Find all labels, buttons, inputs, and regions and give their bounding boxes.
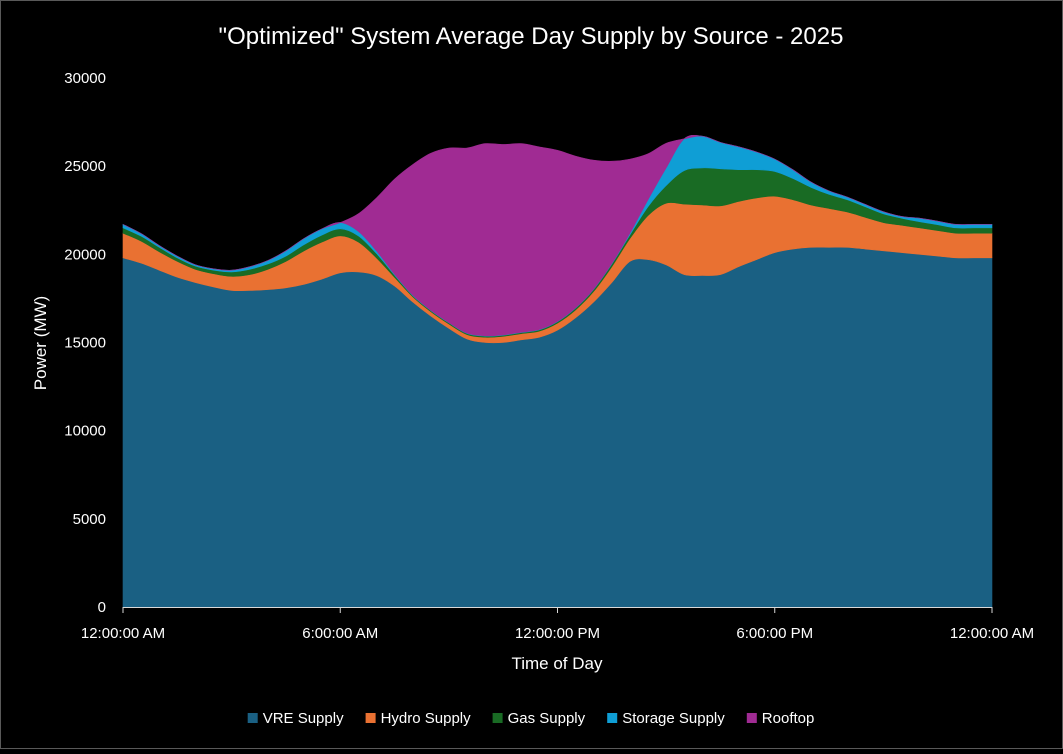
legend-item-gas-supply: Gas Supply [492,710,586,727]
y-tick-label: 30000 [64,70,106,87]
y-axis-title: Power (MW) [31,296,50,390]
y-tick-label: 5000 [73,511,106,528]
legend-item-rooftop: Rooftop [746,710,815,727]
legend-swatch [247,713,258,723]
axes-layer: 12:00:00 AM 6:00:00 AM 12:00:00 PM 6:00:00 … [64,70,1034,642]
legend-label: Gas Supply [508,710,586,727]
x-tick-label: 12:00:00 AM [950,625,1034,642]
y-tick-label: 0 [98,599,106,616]
legend-swatch [746,713,757,723]
legend-item-storage-supply: Storage Supply [607,710,725,727]
x-tick-label: 6:00:00 PM [736,625,813,642]
legend-label: Storage Supply [622,710,725,727]
legend-item-hydro-supply: Hydro Supply [365,710,472,727]
x-tick-label: 6:00:00 AM [302,625,378,642]
x-tick-label: 12:00:00 AM [81,625,165,642]
chart-title: "Optimized" System Average Day Supply by… [219,23,844,50]
legend-swatch [365,713,376,723]
y-tick-label: 10000 [64,423,106,440]
x-tick-label: 12:00:00 PM [515,625,600,642]
legend: VRE Supply Hydro Supply Gas Supply Storage … [247,710,815,727]
x-axis-title: Time of Day [511,654,603,673]
y-tick-label: 20000 [64,246,106,263]
area-layer [122,135,993,608]
legend-label: VRE Supply [263,710,344,727]
legend-label: Rooftop [762,710,815,727]
legend-swatch [492,713,503,723]
y-tick-label: 25000 [64,158,106,175]
y-tick-label: 15000 [64,335,106,352]
legend-label: Hydro Supply [381,710,472,727]
legend-swatch [607,713,618,723]
legend-item-vre-supply: VRE Supply [247,710,344,727]
area-series-rooftop [122,135,992,337]
